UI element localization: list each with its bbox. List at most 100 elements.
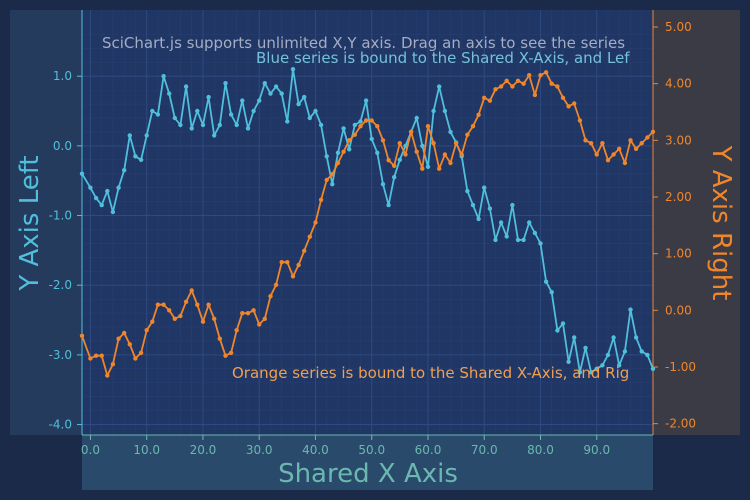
x-tick-label: 30.0 (246, 443, 273, 457)
orange-series-annotation: Orange series is bound to the Shared X-A… (232, 364, 629, 382)
data-point (617, 146, 622, 151)
data-point (605, 352, 611, 358)
x-tick-label: 80.0 (527, 443, 554, 457)
data-point (93, 353, 99, 358)
data-point (133, 356, 138, 361)
data-point (572, 335, 577, 340)
data-point (268, 91, 273, 96)
data-point (245, 126, 251, 131)
y-left-tick-label: -4.0 (49, 418, 72, 432)
data-point (622, 160, 628, 166)
data-point (352, 122, 357, 128)
data-point (206, 94, 211, 100)
data-point (510, 84, 515, 89)
data-point (369, 136, 374, 142)
data-point (285, 119, 290, 124)
data-point (392, 175, 397, 180)
y-axis-left-panel[interactable] (10, 10, 82, 435)
data-point (335, 160, 341, 166)
data-point (369, 118, 374, 123)
data-point (257, 322, 262, 327)
data-point (150, 319, 155, 324)
data-point (127, 133, 132, 138)
plot-area[interactable] (82, 10, 653, 435)
data-point (543, 279, 549, 284)
data-point (560, 321, 566, 326)
data-point (178, 122, 183, 128)
data-point (414, 149, 419, 154)
data-point (138, 350, 144, 355)
data-point (88, 185, 93, 190)
data-point (122, 330, 127, 336)
data-point (290, 274, 296, 279)
data-point (161, 74, 166, 79)
y-left-tick-label: -2.0 (49, 278, 72, 292)
data-point (116, 336, 121, 341)
data-point (543, 70, 549, 75)
data-point (650, 129, 656, 134)
orange-series[interactable] (79, 70, 656, 378)
data-point (223, 81, 228, 86)
data-point (178, 313, 183, 319)
data-point (307, 234, 312, 239)
data-point (611, 152, 616, 157)
data-point (588, 370, 594, 375)
data-point (487, 206, 493, 211)
data-point (437, 84, 442, 89)
y-axis-right-panel[interactable] (653, 10, 740, 435)
x-axis-shared-panel[interactable] (82, 435, 653, 490)
data-point (566, 104, 571, 109)
data-point (167, 308, 172, 313)
y-axis-right-title: Y Axis Right (706, 145, 736, 301)
data-point (234, 122, 239, 128)
data-point (105, 188, 110, 194)
data-point (200, 122, 206, 128)
blue-series-annotation: Blue series is bound to the Shared X-Axi… (256, 49, 630, 67)
data-point (515, 237, 521, 243)
x-tick-label: 90.0 (583, 443, 610, 457)
x-tick-label: 20.0 (190, 443, 217, 457)
data-point (251, 308, 256, 313)
y-axis-left-title: Y Axis Left (15, 155, 45, 291)
x-tick-label: 60.0 (415, 443, 442, 457)
data-point (487, 98, 493, 103)
data-point (352, 132, 357, 137)
y-right-tick-label: -1.00 (665, 360, 696, 374)
data-point (555, 84, 560, 89)
data-point (594, 152, 599, 157)
data-point (386, 158, 391, 163)
data-point (330, 172, 335, 177)
data-point (493, 237, 498, 243)
data-point (358, 124, 363, 129)
data-point (442, 152, 448, 157)
data-point (212, 316, 217, 321)
data-point (476, 216, 481, 222)
y-right-tick-label: 1.00 (665, 247, 692, 261)
data-point (437, 166, 442, 171)
data-point (200, 319, 206, 324)
data-point (583, 345, 588, 351)
data-point (425, 124, 431, 129)
data-point (448, 129, 453, 135)
data-point (144, 328, 149, 333)
data-point (155, 302, 161, 307)
data-point (251, 108, 256, 114)
data-point (341, 126, 346, 131)
x-tick-label: 70.0 (471, 443, 498, 457)
data-point (498, 220, 504, 225)
data-point (515, 78, 521, 84)
data-point (363, 118, 369, 123)
data-point (633, 146, 639, 151)
data-point (510, 202, 515, 208)
data-point (268, 294, 273, 299)
data-point (330, 182, 335, 187)
grid-lines (82, 10, 653, 435)
data-point (628, 138, 633, 143)
data-point (99, 202, 104, 208)
data-point (493, 87, 498, 92)
data-point (105, 373, 110, 378)
data-point (217, 122, 222, 128)
data-point (262, 316, 267, 321)
data-point (465, 132, 470, 137)
data-point (110, 362, 116, 367)
